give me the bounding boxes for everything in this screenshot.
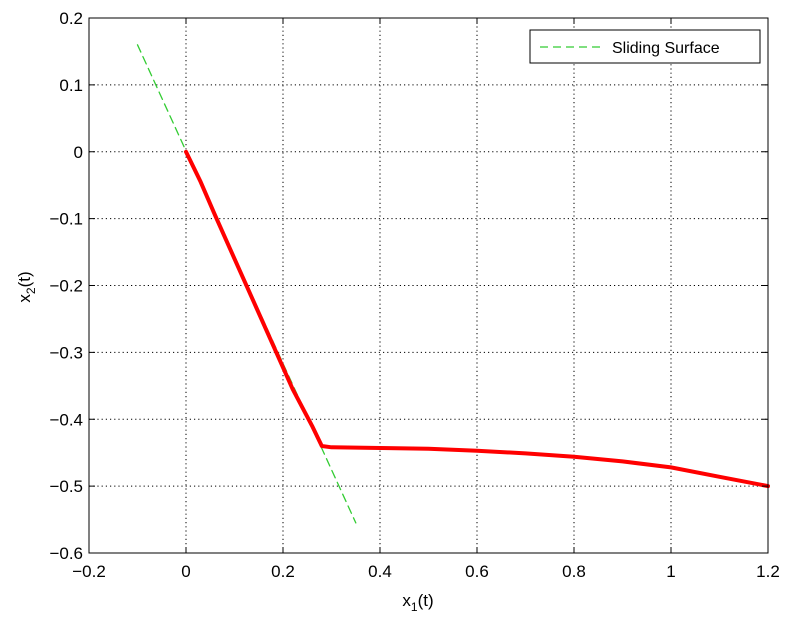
x-tick-label: 0.4: [368, 562, 392, 581]
y-tick-label: −0.3: [49, 343, 83, 362]
x-axis-label-suffix: (t): [418, 591, 434, 610]
y-tick-label: −0.2: [49, 277, 83, 296]
y-tick-label: −0.6: [49, 544, 83, 563]
y-axis-label: x2(t): [15, 271, 38, 302]
x-axis-label: x1(t): [402, 591, 433, 614]
legend: Sliding Surface: [529, 29, 761, 64]
ticks: [88, 17, 769, 554]
state-trajectory-line: [184, 149, 770, 489]
y-tick-label: 0.2: [59, 9, 83, 28]
y-tick-label: −0.1: [49, 210, 83, 229]
y-tick-label: 0: [74, 143, 83, 162]
y-axis-label-subscript: 2: [24, 287, 38, 294]
y-tick-label: −0.4: [49, 410, 83, 429]
x-tick-label: 1.2: [756, 562, 780, 581]
legend-label-sliding-surface: Sliding Surface: [612, 40, 720, 57]
x-tick-label: 0.8: [562, 562, 586, 581]
y-tick-label: 0.1: [59, 76, 83, 95]
y-tick-label: −0.5: [49, 477, 83, 496]
x-tick-label: 0.2: [271, 562, 295, 581]
x-tick-label: 0: [181, 562, 190, 581]
y-tick-labels: 0.2 0.1 0 −0.1 −0.2 −0.3 −0.4 −0.5 −0.6: [49, 9, 83, 563]
x-tick-label: 1: [666, 562, 675, 581]
y-axis-label-suffix: (t): [15, 271, 34, 287]
x-tick-label: 0.6: [465, 562, 489, 581]
x-tick-label: −0.2: [72, 562, 106, 581]
x-tick-labels: −0.2 0 0.2 0.4 0.6 0.8 1 1.2: [72, 562, 780, 581]
grid-lines: [89, 18, 768, 553]
plot-series: [136, 44, 770, 524]
x-axis-label-subscript: 1: [411, 600, 418, 614]
